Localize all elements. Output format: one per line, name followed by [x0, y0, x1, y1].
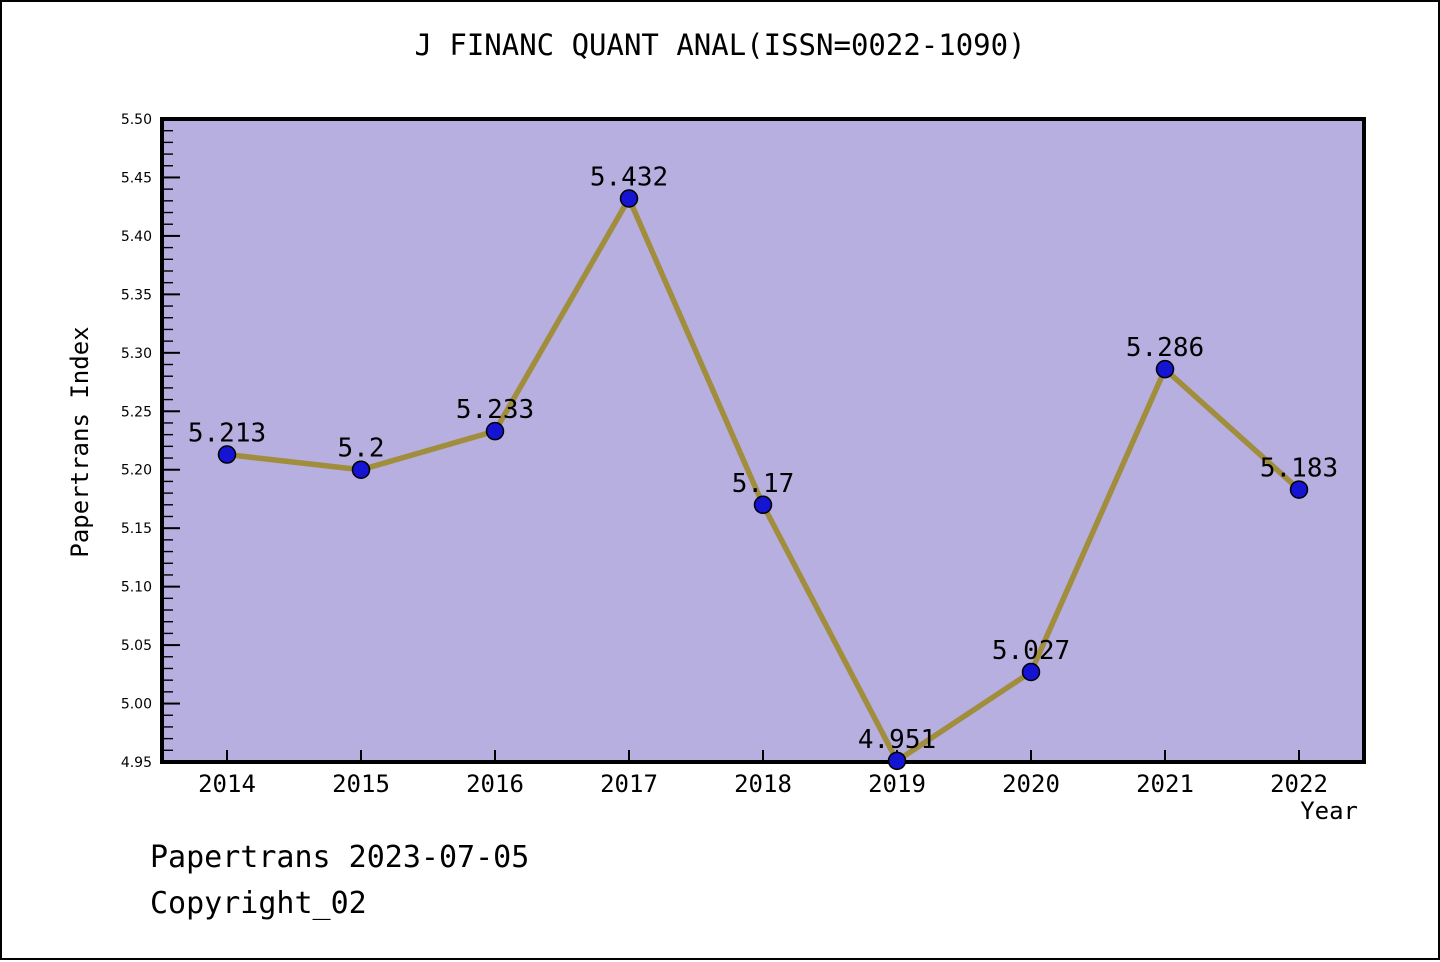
- x-axis-title: Year: [1300, 797, 1358, 825]
- data-point: [619, 189, 639, 208]
- data-point: [485, 421, 505, 441]
- x-tick-label: 2020: [1002, 770, 1060, 798]
- x-tick-label: 2015: [332, 770, 390, 798]
- x-tick-label: 2021: [1136, 770, 1194, 798]
- y-axis-title: Papertrans Index: [66, 326, 94, 558]
- data-point: [1021, 662, 1041, 682]
- x-tick-label: 2022: [1270, 770, 1328, 798]
- x-tick-label: 2017: [600, 770, 658, 798]
- x-tick-label: 2014: [198, 770, 256, 798]
- data-point: [753, 495, 773, 515]
- point-label: 5.17: [732, 469, 795, 499]
- y-tick-label: 5.20: [121, 463, 152, 479]
- y-tick-label: 5.00: [121, 697, 152, 713]
- y-tick-label: 5.40: [121, 229, 152, 245]
- y-tick-label: 5.50: [121, 112, 152, 128]
- y-tick-label: 5.10: [121, 580, 152, 596]
- y-tick-label: 5.35: [121, 287, 152, 303]
- y-tick-label: 5.15: [121, 521, 152, 537]
- point-label: 5.432: [590, 162, 668, 192]
- x-tick-label: 2016: [466, 770, 524, 798]
- x-tick-label: 2018: [734, 770, 792, 798]
- chart-title: J FINANC QUANT ANAL(ISSN=0022-1090): [414, 28, 1026, 62]
- point-label: 5.027: [992, 636, 1070, 666]
- data-point: [1289, 480, 1309, 499]
- y-tick-label: 4.95: [121, 755, 152, 771]
- point-label: 5.286: [1126, 333, 1204, 363]
- point-label: 5.2: [338, 434, 385, 464]
- data-point: [351, 460, 371, 479]
- footer-source-date: Papertrans 2023-07-05: [150, 840, 530, 875]
- point-label: 5.233: [456, 395, 534, 425]
- data-point: [887, 751, 907, 771]
- x-tick-label: 2019: [868, 770, 926, 798]
- y-tick-label: 5.25: [121, 404, 152, 420]
- point-label: 5.213: [188, 419, 266, 449]
- data-point: [217, 445, 237, 464]
- y-tick-label: 5.30: [121, 346, 152, 362]
- point-label: 4.951: [858, 725, 936, 755]
- data-point: [1155, 359, 1175, 379]
- y-tick-label: 5.45: [121, 170, 152, 186]
- y-tick-label: 5.05: [121, 638, 152, 654]
- plot-border: [160, 117, 1366, 764]
- plot-area-background: [162, 119, 1364, 762]
- point-label: 5.183: [1260, 454, 1338, 484]
- footer-copyright: Copyright_02: [150, 886, 367, 921]
